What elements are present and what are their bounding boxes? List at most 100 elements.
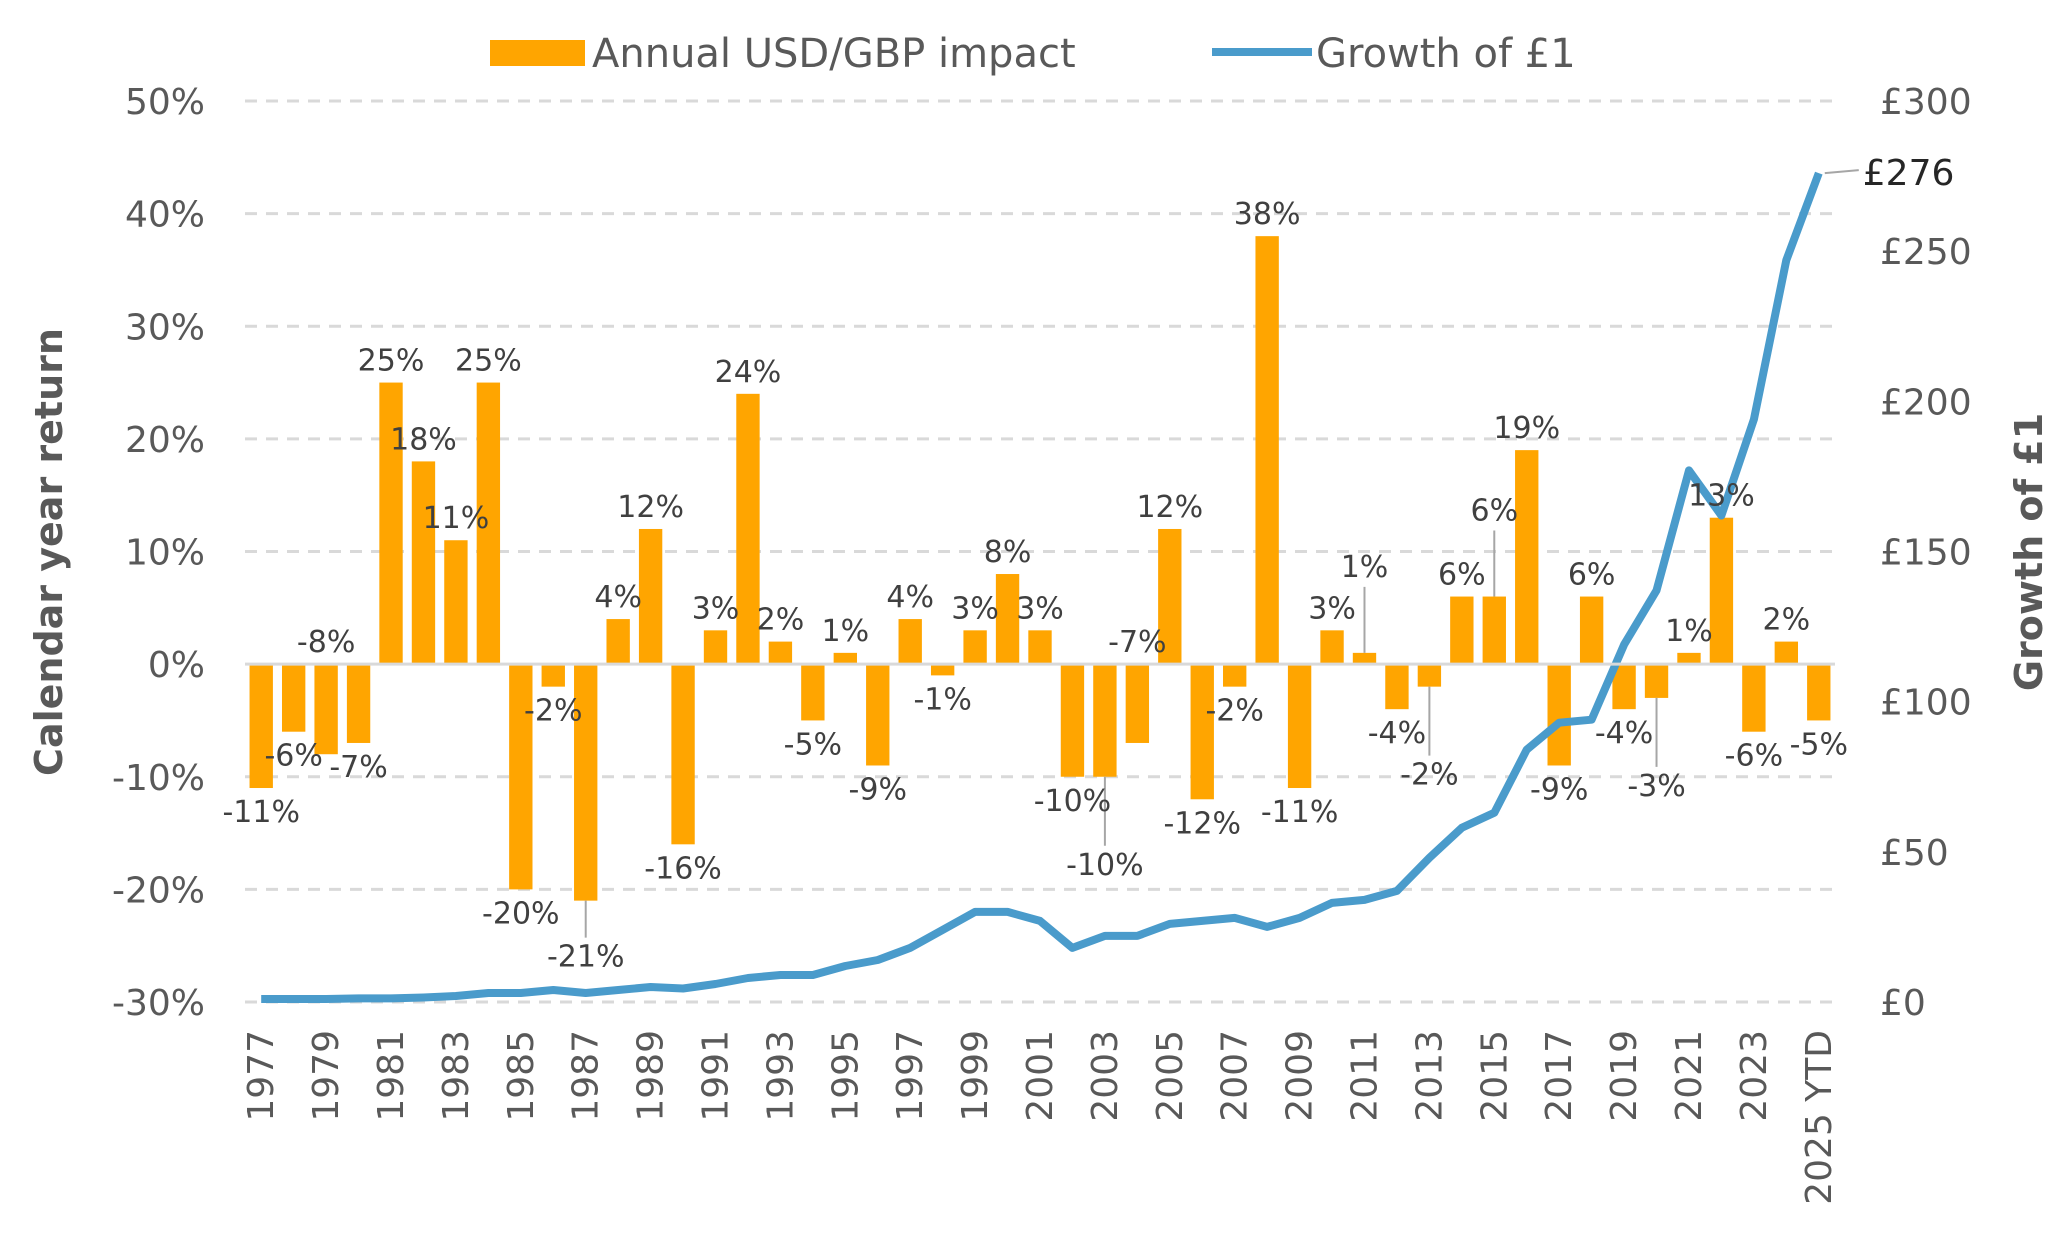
data-label-2020: -3% [1627, 769, 1685, 804]
bar-1998 [930, 664, 955, 676]
data-label-1978: -6% [264, 739, 322, 774]
data-label-2000: 8% [984, 535, 1032, 570]
data-label-1987: -21% [547, 940, 625, 975]
x-axis-tick: 1987 [566, 1030, 607, 1122]
bar-2009 [1287, 664, 1312, 789]
data-label-1977: -11% [222, 795, 300, 830]
bar-series [249, 236, 1831, 901]
right-axis-title: Growth of £1 [2007, 413, 2051, 691]
data-label-2006: -12% [1163, 806, 1241, 841]
bar-2000 [995, 574, 1020, 665]
x-axis-tick: 1979 [306, 1030, 347, 1122]
bar-2003 [1093, 664, 1117, 777]
x-axis-tick: 2003 [1085, 1030, 1126, 1122]
line-series: £276 [261, 153, 1954, 1003]
data-label-1984: 25% [455, 344, 522, 379]
bar-1992 [736, 393, 760, 665]
x-axis-tick: 1995 [825, 1030, 866, 1122]
bar-2007 [1223, 664, 1247, 687]
data-label-1992: 24% [715, 355, 782, 390]
data-label-2007: -2% [1205, 694, 1263, 729]
left-axis-tick: -10% [112, 758, 205, 799]
x-axis-tick: 2025 YTD [1799, 1030, 1840, 1205]
bar-1989 [638, 528, 663, 665]
right-axis-tick: £0 [1880, 983, 1926, 1024]
data-label-2018: 6% [1568, 558, 1616, 593]
bar-1986 [541, 664, 565, 687]
x-axis-tick: 1997 [890, 1030, 931, 1122]
bar-2006 [1190, 664, 1214, 800]
bar-1977 [249, 664, 273, 789]
x-axis-tick: 1993 [760, 1030, 801, 1122]
bar-2022 [1709, 517, 1734, 665]
right-axis-tick: £250 [1880, 232, 1972, 273]
data-label-2017: -9% [1530, 772, 1588, 807]
right-axis-tick: £50 [1880, 833, 1949, 874]
data-label-1979: -8% [297, 625, 355, 660]
bar-2002 [1060, 664, 1085, 777]
bar-1990 [671, 664, 695, 845]
left-axis-tick: -30% [112, 983, 205, 1024]
axes: -30% -20% -10% 0% 10% 20% 30% 40% 50% £0 £50 £100 £1… [112, 82, 1972, 1205]
x-axis-tick: 2001 [1020, 1030, 1061, 1122]
bar-1985 [509, 664, 533, 890]
x-axis-tick: 2009 [1280, 1030, 1321, 1122]
bar-2023 [1742, 664, 1766, 732]
x-axis-tick: 1985 [501, 1030, 542, 1122]
data-label-1994: -5% [784, 727, 842, 762]
bar-1997 [898, 619, 922, 665]
end-label-leader [1824, 169, 1859, 175]
bar-2015 [1482, 596, 1506, 665]
data-label-1999: 3% [951, 591, 999, 626]
data-label-1988: 4% [594, 580, 642, 615]
data-label-2025 YTD: -5% [1790, 727, 1848, 762]
bar-1996 [866, 664, 890, 766]
data-label-1985: -20% [482, 896, 560, 931]
bar-2017 [1547, 664, 1571, 766]
gridlines [245, 99, 1835, 1004]
data-label-1998: -1% [913, 682, 971, 717]
bar-1991 [703, 630, 728, 665]
bar-2008 [1255, 236, 1279, 665]
x-axis-tick: 1981 [371, 1030, 412, 1122]
data-label-2003: -10% [1066, 848, 1144, 883]
x-axis-tick: 1991 [696, 1030, 737, 1122]
bar-2016 [1515, 450, 1539, 665]
data-label-1990: -16% [644, 851, 722, 886]
bar-2025 YTD [1807, 664, 1831, 721]
bar-2005 [1158, 528, 1182, 665]
legend-label-line: Growth of £1 [1316, 31, 1576, 77]
x-axis-tick: 2011 [1344, 1030, 1385, 1122]
x-axis-tick: 1999 [955, 1030, 996, 1122]
bar-1981 [379, 382, 403, 665]
bar-1988 [606, 619, 630, 665]
data-label-1982: 18% [390, 422, 457, 457]
left-axis-tick: 50% [125, 82, 205, 123]
bar-2013 [1417, 664, 1442, 687]
bar-2004 [1125, 664, 1150, 743]
bar-2020 [1644, 664, 1669, 698]
data-label-2004: -7% [1108, 625, 1166, 660]
data-label-1997: 4% [886, 580, 934, 615]
data-label-2024: 2% [1763, 603, 1811, 638]
bar-1999 [963, 630, 987, 665]
bar-1993 [768, 641, 793, 665]
data-label-1993: 2% [757, 603, 805, 638]
left-axis-tick: 40% [125, 195, 205, 236]
bar-2024 [1774, 641, 1799, 665]
data-label-2011: 1% [1341, 550, 1389, 585]
data-label-2005: 12% [1136, 490, 1203, 525]
data-label-2016: 19% [1493, 411, 1560, 446]
data-label-2012: -4% [1368, 716, 1426, 751]
data-label-2013: -2% [1400, 758, 1458, 793]
x-axis-tick: 2023 [1734, 1030, 1775, 1122]
left-axis-tick: 10% [125, 533, 205, 574]
bar-2018 [1579, 596, 1604, 665]
left-axis-tick: 20% [125, 420, 205, 461]
data-label-2008: 38% [1234, 197, 1301, 232]
left-axis-title: Calendar year return [27, 328, 71, 776]
data-label-1983: 11% [423, 501, 490, 536]
data-label-2014: 6% [1438, 558, 1486, 593]
data-label-2019: -4% [1595, 716, 1653, 751]
legend: Annual USD/GBP impact Growth of £1 [490, 31, 1576, 77]
